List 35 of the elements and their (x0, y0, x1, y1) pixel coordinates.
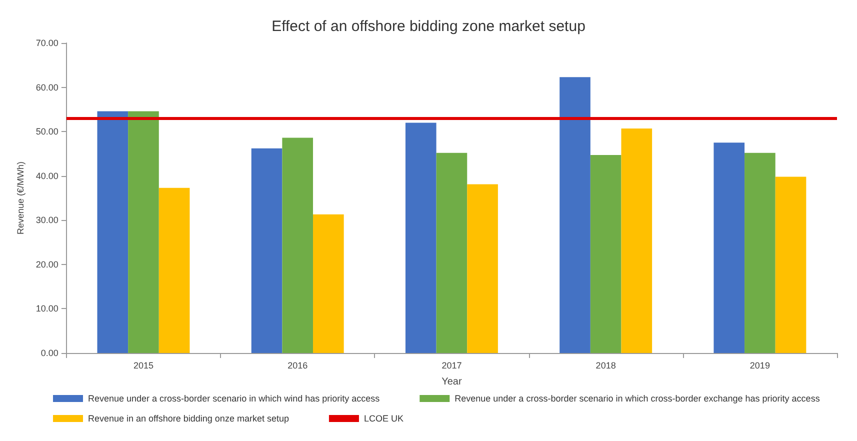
y-tick-label: 20.00 (36, 259, 58, 270)
x-tick-label: 2017 (442, 360, 462, 370)
y-tick-label: 10.00 (36, 304, 58, 314)
x-tick-label: 2019 (750, 360, 770, 370)
y-tick-label: 30.00 (36, 215, 58, 226)
y-axis-title: Revenue (€/MWh) (16, 161, 26, 235)
bar (467, 184, 498, 353)
bar (714, 142, 745, 353)
x-tick-label: 2018 (596, 360, 616, 370)
bar (251, 148, 282, 353)
bar (158, 188, 190, 353)
x-axis-title: Year (442, 376, 462, 388)
legend-label: Revenue under a cross-border scenario in which cross-border exchange has priority access (454, 394, 820, 404)
chart-title: Effect of an offshore bidding zone market setup (272, 18, 586, 35)
y-tick-label: 60.00 (36, 82, 58, 92)
y-tick-label: 40.00 (36, 170, 58, 181)
bar (560, 77, 590, 353)
bar (436, 152, 468, 353)
y-tick-label: 0.00 (40, 348, 58, 358)
bar (775, 176, 806, 353)
x-tick-label: 2016 (288, 360, 308, 370)
bar (621, 128, 652, 353)
x-tick-label: 2015 (133, 360, 154, 370)
bar (313, 214, 344, 353)
y-tick-label: 50.00 (36, 126, 58, 137)
bar (590, 155, 622, 353)
bar (405, 122, 436, 353)
legend-label: LCOE UK (364, 414, 404, 424)
legend-label: Revenue in an offshore bidding onze market setup (88, 414, 289, 424)
bar (97, 111, 128, 353)
bar (128, 111, 159, 353)
bar (282, 138, 314, 353)
y-tick-label: 70.00 (36, 38, 58, 48)
bar (744, 152, 776, 353)
legend-label: Revenue under a cross-border scenario in which wind has priority access (88, 394, 380, 404)
